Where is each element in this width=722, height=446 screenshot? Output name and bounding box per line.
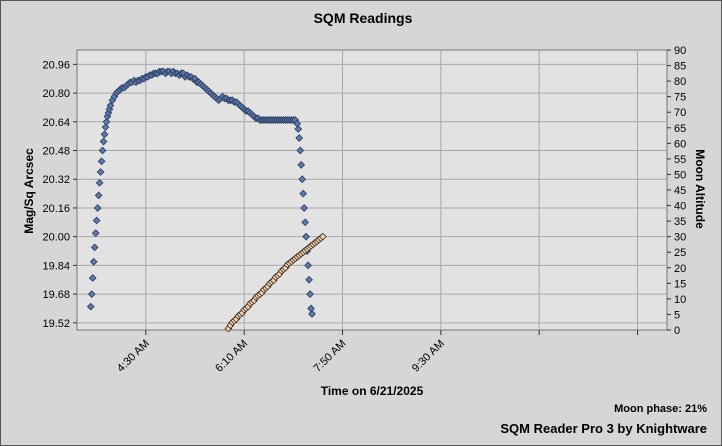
sqm-point <box>106 101 115 110</box>
sqm-point <box>304 261 312 270</box>
sqm-point <box>102 117 111 126</box>
sqm-point <box>90 243 99 252</box>
chart-title: SQM Readings <box>314 10 413 26</box>
y-tick-label: 20.16 <box>42 203 70 215</box>
sqm-point <box>99 137 108 146</box>
y2-tick-label: 10 <box>674 294 686 306</box>
y2-tick-label: 60 <box>674 138 686 150</box>
sqm-point <box>98 146 107 155</box>
y-tick-label: 20.80 <box>42 88 70 100</box>
y2-tick-label: 70 <box>674 107 686 119</box>
sqm-point <box>97 157 106 166</box>
sqm-point <box>305 275 313 284</box>
sqm-point <box>298 175 307 184</box>
y-tick-label: 19.68 <box>42 289 70 301</box>
y2-tick-label: 75 <box>674 92 686 104</box>
y2-tick-label: 55 <box>674 154 686 166</box>
sqm-point <box>302 232 310 241</box>
sqm-point <box>86 302 95 311</box>
sqm-point <box>308 309 316 318</box>
sqm-point <box>100 130 109 139</box>
y2-tick-label: 80 <box>674 76 686 88</box>
sqm-point <box>91 229 100 237</box>
x-tick-label: 6:10 AM <box>213 338 250 375</box>
y2-axis-label: Moon Altitude <box>693 149 707 229</box>
sqm-chart: 4:30 AM 6:10 AM 7:50 AM 9:30 AM 19.52 19.68 19… <box>22 10 707 398</box>
y2-tick-label: 25 <box>674 247 686 259</box>
sqm-point <box>96 168 105 176</box>
sqm-point <box>93 204 102 212</box>
x-tick-label: 9:30 AM <box>410 338 447 375</box>
sqm-point <box>306 290 314 298</box>
sqm-point <box>89 257 98 266</box>
y-axis-label: Mag/Sq Arcsec <box>22 148 36 234</box>
y-tick-label: 19.52 <box>42 318 70 330</box>
sqm-point <box>300 204 309 212</box>
y-tick-label: 20.00 <box>42 232 70 244</box>
sqm-point <box>295 134 304 142</box>
y2-tick-label: 45 <box>674 185 686 197</box>
sqm-point <box>101 123 110 132</box>
sqm-point <box>301 218 309 227</box>
moon-phase-text: Moon phase: 21% <box>614 403 707 415</box>
y-tick-label: 20.48 <box>42 146 70 158</box>
sqm-point <box>294 125 303 133</box>
x-axis-label: Time on 6/21/2025 <box>321 384 424 398</box>
sqm-point <box>88 274 97 282</box>
y2-tick-label: 15 <box>674 278 686 290</box>
grid <box>77 50 667 330</box>
sqm-point <box>296 146 305 155</box>
moon-point <box>318 232 327 241</box>
y-tick-label: 19.84 <box>42 260 70 272</box>
y2-tick-label: 85 <box>674 61 686 73</box>
y2-tick-label: 90 <box>674 45 686 57</box>
sqm-point <box>94 191 103 200</box>
y2-tick-label: 20 <box>674 263 686 275</box>
y2-tick-label: 65 <box>674 123 686 135</box>
y-tick-label: 20.64 <box>42 117 70 129</box>
y2-tick-label: 40 <box>674 201 686 213</box>
x-tick-label: 4:30 AM <box>115 338 152 375</box>
sqm-point <box>299 189 308 198</box>
data-marks <box>86 67 327 333</box>
y2-tick-label: 5 <box>674 309 680 321</box>
y2-tick-label: 35 <box>674 216 686 228</box>
sqm-point <box>92 216 101 225</box>
sqm-point <box>297 161 306 169</box>
sqm-point <box>87 290 96 298</box>
y2-tick-label: 0 <box>674 325 680 337</box>
plot-area <box>76 49 668 331</box>
x-tick-label: 7:50 AM <box>312 338 349 375</box>
sqm-point <box>95 178 104 187</box>
y2-tick-label: 50 <box>674 169 686 181</box>
y-tick-label: 20.32 <box>42 174 70 186</box>
app-brand-text: SQM Reader Pro 3 by Knightware <box>500 421 707 436</box>
y-tick-label: 20.96 <box>42 59 70 71</box>
y2-tick-label: 30 <box>674 232 686 244</box>
